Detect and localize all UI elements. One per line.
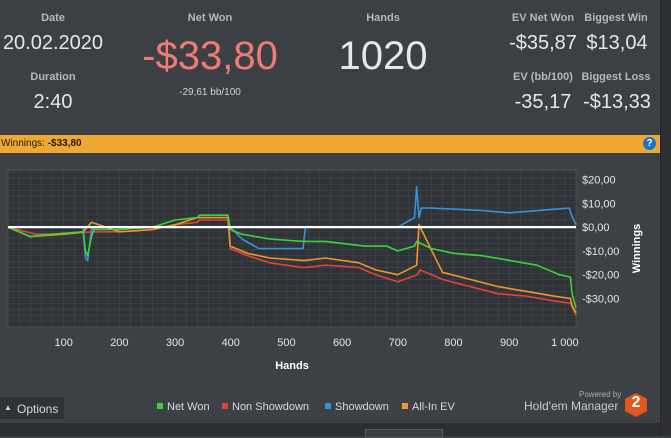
options-label: Options — [17, 402, 59, 416]
session-stats-panel: Date 20.02.2020 Duration 2:40 Net Won -$… — [0, 0, 671, 135]
series-line-net-won — [7, 214, 577, 309]
y-axis-title: Winnings — [631, 224, 643, 273]
x-axis-title: Hands — [275, 360, 309, 372]
duration-value: 2:40 — [33, 91, 73, 113]
legend-label: Non Showdown — [232, 401, 310, 413]
ev-net-won-label: EV Net Won — [511, 12, 575, 24]
non-showdown-swatch — [222, 403, 228, 409]
y-tick-label: $20,00 — [582, 175, 616, 187]
legend-label: Net Won — [167, 401, 210, 413]
legend-item-non-showdown[interactable]: Non Showdown — [222, 401, 309, 413]
biggest-loss-value: -$13,33 — [583, 91, 651, 113]
help-icon[interactable]: ? — [643, 137, 656, 150]
y-tick-label: -$10,00 — [582, 246, 619, 258]
x-tick-label: 800 — [444, 337, 462, 349]
all-in-ev-swatch — [402, 403, 408, 409]
x-tick-label: 700 — [389, 337, 407, 349]
x-tick-label: 400 — [222, 337, 240, 349]
duration-label: Duration — [30, 71, 76, 83]
winnings-value: -$33,80 — [47, 138, 82, 149]
biggest-win-value: $13,04 — [586, 32, 648, 54]
right-scrollbar[interactable] — [660, 0, 671, 436]
winnings-summary: Winnings: -$33,80 — [1, 138, 82, 149]
x-tick-label: 900 — [500, 337, 518, 349]
legend-label: All-In EV — [412, 401, 455, 413]
x-tick-label: 600 — [333, 337, 351, 349]
collapse-arrow-icon: ▲ — [4, 403, 12, 412]
x-tick-label: 200 — [110, 337, 128, 349]
powered-by-text: Powered by — [579, 390, 622, 399]
legend-item-all-in-ev[interactable]: All-In EV — [402, 401, 455, 413]
biggest-win-label: Biggest Win — [584, 12, 648, 24]
net-won-label: Net Won — [187, 12, 233, 24]
winnings-banner: Winnings: -$33,80 ? — [0, 135, 660, 153]
y-tick-label: -$30,00 — [582, 293, 619, 305]
y-tick-label: $0,00 — [582, 222, 610, 234]
ev-bb-label: EV (bb/100) — [513, 71, 573, 83]
holdem-manager-logo: Powered by Hold'em Manager 2 — [523, 389, 651, 417]
net-won-bb-per-100: -29,61 bb/100 — [179, 87, 241, 98]
options-button[interactable]: ▲ Options — [0, 397, 64, 419]
status-strip — [0, 423, 660, 436]
ev-net-won-value: -$35,87 — [509, 32, 577, 54]
x-tick-label: 500 — [277, 337, 295, 349]
winnings-label: Winnings: — [1, 138, 45, 149]
net-won-value: -$33,80 — [142, 34, 278, 78]
ev-bb-value: -35,17 — [514, 91, 572, 113]
net-won-swatch — [157, 403, 163, 409]
hem2-badge-icon — [625, 393, 647, 417]
legend-label: Showdown — [335, 401, 389, 413]
hands-value: 1020 — [338, 34, 428, 78]
x-tick-label: 300 — [166, 337, 184, 349]
y-tick-label: -$20,00 — [582, 270, 619, 282]
x-tick-label: 1 000 — [551, 337, 579, 349]
y-tick-label: $10,00 — [582, 198, 616, 210]
hands-label: Hands — [366, 12, 400, 24]
date-label: Date — [41, 12, 65, 24]
biggest-loss-label: Biggest Loss — [581, 71, 651, 83]
legend-item-showdown[interactable]: Showdown — [325, 401, 389, 413]
showdown-swatch — [325, 403, 331, 409]
brand-name: Hold'em Manager — [524, 399, 619, 413]
legend-item-net-won[interactable]: Net Won — [157, 401, 210, 413]
brand-version: 2 — [631, 394, 641, 411]
series-line-showdown — [8, 185, 577, 262]
date-value: 20.02.2020 — [2, 32, 104, 54]
x-tick-label: 100 — [55, 337, 73, 349]
status-field — [365, 429, 443, 438]
